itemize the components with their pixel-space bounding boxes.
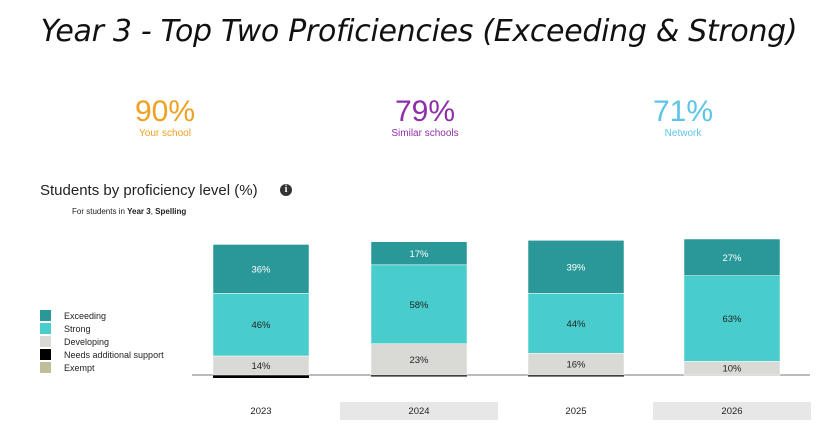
bar-segment-exceeding	[683, 238, 781, 276]
category-label: 2024	[408, 406, 429, 417]
segment-label: 46%	[251, 320, 271, 331]
segment-label: 39%	[566, 262, 586, 273]
legend-label: Needs additional support	[64, 349, 164, 360]
kpi-value: 71%	[652, 95, 714, 128]
page-title: Year 3 - Top Two Proficiencies (Exceedin…	[40, 14, 798, 49]
bar-segment-strong	[370, 264, 468, 344]
legend-swatch	[40, 310, 51, 321]
legend-item: Exempt	[40, 361, 164, 374]
segment-label: 44%	[566, 319, 586, 330]
bar-segment-exceeding	[370, 241, 468, 266]
segment-label: 36%	[251, 264, 271, 275]
segment-label: 16%	[566, 360, 586, 371]
legend-item: Strong	[40, 322, 164, 335]
segment-label: 58%	[409, 300, 429, 311]
bar-segment-exceeding	[527, 240, 625, 294]
category-label: 2023	[250, 406, 271, 417]
chart-title: Students by proficiency level (%)	[40, 182, 258, 199]
bar-segment-strong	[527, 293, 625, 354]
legend-label: Exempt	[64, 362, 95, 373]
kpi-value: 79%	[394, 95, 456, 128]
subtitle-subject: Spelling	[155, 207, 187, 216]
legend-item: Exceeding	[40, 309, 164, 322]
segment-label: 17%	[409, 249, 429, 260]
category-band	[653, 402, 811, 420]
segment-label: 14%	[251, 361, 271, 372]
kpi-label: Similar schools	[391, 128, 459, 139]
legend-item: Developing	[40, 335, 164, 348]
bar-segment-strong	[683, 275, 781, 362]
legend-label: Strong	[64, 323, 91, 334]
legend-swatch	[40, 323, 51, 334]
chart-subtitle: For students in Year 3, Spelling	[72, 207, 186, 216]
legend-swatch	[40, 349, 51, 360]
segment-label: 63%	[722, 314, 742, 325]
kpi-your-school: 90% Your school	[90, 95, 240, 140]
subtitle-prefix: For students in	[72, 207, 128, 216]
segment-label: 27%	[722, 253, 742, 264]
info-icon[interactable]: i	[280, 184, 292, 196]
kpi-network: 71% Network	[608, 95, 758, 140]
bar-segment-needs-support	[528, 375, 624, 377]
segment-label: 23%	[409, 355, 429, 366]
bar-segment-developing	[370, 343, 468, 376]
bar-segment-needs-support	[213, 375, 309, 378]
legend-swatch	[40, 362, 51, 373]
legend-swatch	[40, 336, 51, 347]
legend-item: Needs additional support	[40, 348, 164, 361]
legend-label: Exceeding	[64, 310, 107, 321]
chart-legend: Exceeding Strong Developing Needs additiona…	[40, 309, 164, 374]
subtitle-year: Year 3	[127, 207, 151, 216]
subtitle-sep: ,	[150, 207, 156, 216]
category-band	[340, 402, 498, 420]
legend-label: Developing	[64, 336, 110, 347]
kpi-similar-schools: 79% Similar schools	[350, 95, 500, 140]
category-label: 2026	[721, 406, 742, 417]
bar-segment-needs-support	[371, 375, 467, 377]
kpi-value: 90%	[134, 95, 196, 128]
kpi-label: Your school	[139, 128, 191, 139]
kpi-label: Network	[664, 128, 702, 139]
bar-segment-strong	[212, 293, 310, 357]
bar-segment-exceeding	[212, 244, 310, 294]
category-label: 2025	[565, 406, 586, 417]
segment-label: 10%	[722, 364, 742, 375]
